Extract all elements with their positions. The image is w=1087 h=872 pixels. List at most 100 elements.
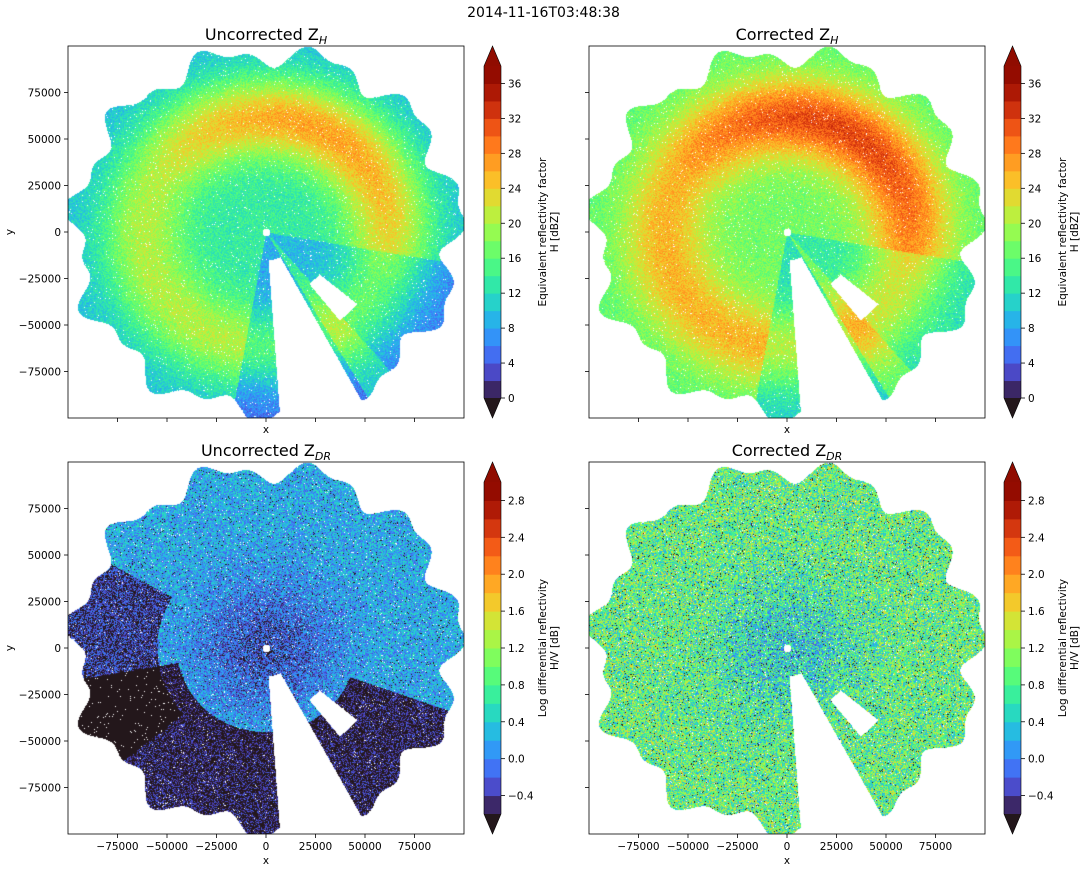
colorbar-tick-label: 2.8 bbox=[508, 495, 525, 507]
colorbar-step bbox=[484, 518, 501, 538]
colorbar-step bbox=[1004, 482, 1021, 501]
colorbar-outline bbox=[1003, 45, 1022, 419]
colorbar-step bbox=[1004, 170, 1021, 189]
y-tick-label: 50000 bbox=[28, 550, 61, 562]
x-tick-label: −25000 bbox=[195, 841, 237, 853]
colorbar-step bbox=[1004, 66, 1021, 84]
colorbar-step bbox=[484, 648, 501, 667]
radar-field-image bbox=[68, 46, 464, 418]
colorbar-tick-label: 36 bbox=[508, 78, 522, 90]
colorbar-extend-min bbox=[484, 814, 501, 834]
colorbar-extend-max bbox=[1004, 46, 1021, 66]
colorbar-step bbox=[484, 310, 501, 329]
colorbar-label: Equivalent reflectivity factorH [dBZ] bbox=[1057, 157, 1081, 307]
colorbar-tick-label: 8 bbox=[508, 323, 515, 335]
colorbar-tick-label: 20 bbox=[1028, 218, 1041, 230]
panel-2: Corrected ZHx04812162024283236Equivalent… bbox=[585, 25, 1081, 436]
y-axis-label: y bbox=[4, 229, 16, 235]
colorbar-extend-max bbox=[1004, 462, 1021, 482]
colorbar-step bbox=[1004, 684, 1021, 704]
colorbar-step bbox=[1004, 310, 1021, 329]
colorbar-step bbox=[484, 223, 501, 242]
y-tick-label: 50000 bbox=[28, 134, 61, 146]
colorbar-label: Log differential reflectivityH/V [dB] bbox=[537, 579, 561, 717]
x-tick-label: 25000 bbox=[299, 841, 332, 853]
colorbar-outline bbox=[483, 45, 502, 419]
colorbar-tick-label: 0.0 bbox=[1028, 754, 1045, 766]
colorbar-label-line1: Equivalent reflectivity factor bbox=[537, 157, 549, 307]
colorbar-step bbox=[484, 153, 501, 172]
colorbar-step bbox=[1004, 240, 1021, 259]
panel-1: Uncorrected ZH 75000 50000 25000 0 −25000 −500… bbox=[4, 25, 561, 436]
colorbar-step bbox=[484, 574, 501, 594]
colorbar-step bbox=[484, 345, 501, 364]
colorbar-step bbox=[484, 482, 501, 501]
radar-field-image bbox=[589, 46, 985, 418]
colorbar-step bbox=[1004, 135, 1021, 154]
colorbar-extend-min bbox=[1004, 398, 1021, 418]
colorbar-outline bbox=[483, 461, 502, 835]
x-axis-label: x bbox=[263, 855, 269, 867]
colorbar-step bbox=[484, 611, 501, 631]
colorbar: −0.4 0.0 0.4 0.8 1.2 1.6 2.0 2.4 2.8 Log differen… bbox=[1003, 461, 1081, 835]
colorbar-tick-label: 2.0 bbox=[1028, 569, 1045, 581]
colorbar: 0 4 8 12 16 20 24 28 32 36 Equivalent reflectivity… bbox=[483, 45, 561, 419]
colorbar-extend-min bbox=[1004, 814, 1021, 834]
colorbar-step bbox=[484, 666, 501, 686]
colorbar-step bbox=[1004, 555, 1021, 575]
colorbar-tick-label: 36 bbox=[1028, 78, 1042, 90]
colorbar-tick-label: 28 bbox=[508, 148, 521, 160]
colorbar-tick-label: 24 bbox=[508, 183, 522, 195]
colorbar-step bbox=[484, 777, 501, 797]
y-axis-label: y bbox=[4, 645, 16, 651]
colorbar-tick-label: 0.4 bbox=[1028, 717, 1045, 729]
panel-4: Corrected ZDR −75000 −50000 −25000 0 25000 500… bbox=[585, 441, 1081, 867]
y-tick-label: −75000 bbox=[19, 783, 61, 795]
colorbar-tick-label: −0.4 bbox=[1028, 791, 1054, 803]
colorbar-step bbox=[1004, 758, 1021, 778]
panel-title-main: Corrected Z bbox=[732, 441, 826, 460]
colorbar-step bbox=[1004, 795, 1021, 815]
panel-title: Corrected ZH bbox=[736, 25, 839, 47]
colorbar-label-line1: Equivalent reflectivity factor bbox=[1057, 157, 1069, 307]
colorbar-tick-label: 1.6 bbox=[508, 606, 525, 618]
colorbar-step bbox=[484, 66, 501, 84]
x-tick-label: −50000 bbox=[146, 841, 188, 853]
colorbar-step bbox=[484, 684, 501, 704]
panel-title-subscript: DR bbox=[315, 450, 331, 463]
colorbar-step bbox=[1004, 740, 1021, 760]
colorbar-step bbox=[484, 555, 501, 575]
colorbar-outline bbox=[1003, 461, 1022, 835]
colorbar-step bbox=[484, 83, 501, 102]
y-tick-label: 25000 bbox=[28, 597, 61, 609]
colorbar-step bbox=[484, 363, 501, 382]
colorbar-label-line2: H [dBZ] bbox=[1069, 212, 1081, 253]
colorbar-tick-label: 2.8 bbox=[1028, 495, 1045, 507]
colorbar-step bbox=[1004, 153, 1021, 172]
colorbar-step bbox=[1004, 592, 1021, 612]
colorbar-tick-label: 4 bbox=[1028, 358, 1035, 370]
colorbar-label-line1: Log differential reflectivity bbox=[537, 579, 549, 717]
panel-title-main: Uncorrected Z bbox=[201, 441, 315, 460]
colorbar-step bbox=[1004, 666, 1021, 686]
colorbar-step bbox=[1004, 258, 1021, 277]
colorbar-step bbox=[484, 188, 501, 207]
colorbar-step bbox=[1004, 777, 1021, 797]
x-tick-label: −75000 bbox=[96, 841, 138, 853]
colorbar-step bbox=[484, 537, 501, 557]
x-tick-label: 75000 bbox=[398, 841, 431, 853]
colorbar-step bbox=[1004, 703, 1021, 723]
colorbar-tick-label: 24 bbox=[1028, 183, 1042, 195]
colorbar-label: Log differential reflectivityH/V [dB] bbox=[1057, 579, 1081, 717]
colorbar-tick-label: 2.0 bbox=[508, 569, 525, 581]
y-tick-label: 0 bbox=[54, 643, 61, 655]
colorbar-step bbox=[1004, 611, 1021, 631]
colorbar-tick-label: 8 bbox=[1028, 323, 1035, 335]
panel-title-main: Corrected Z bbox=[736, 25, 830, 44]
x-axis-label: x bbox=[784, 424, 790, 436]
colorbar-step bbox=[1004, 518, 1021, 538]
colorbar-step bbox=[484, 170, 501, 189]
x-tick-label: 0 bbox=[263, 841, 270, 853]
panel-3: Uncorrected ZDR −75000 −50000 −25000 0 25000 5… bbox=[4, 441, 561, 867]
